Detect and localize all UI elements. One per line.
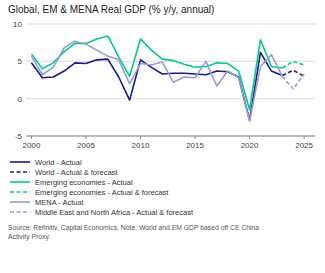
x-tick-label: 2020 [241, 141, 259, 150]
legend-swatch [10, 181, 30, 183]
chart: Global, EM & MENA Real GDP (% y/y, annua… [0, 0, 325, 273]
x-tick-label: 2025 [295, 141, 313, 150]
x-axis-line [26, 136, 315, 137]
legend-label: Middle East and North Africa - Actual & … [35, 208, 194, 217]
series-line [282, 74, 304, 89]
x-tick-label: 2000 [23, 141, 41, 150]
legend-label: Emerging economies - Actual & forecast [35, 188, 169, 197]
x-tick [31, 136, 32, 139]
series-line [282, 61, 304, 68]
y-tick-label: -5 [15, 132, 23, 141]
y-tick-label: 0 [18, 95, 23, 104]
grid-line [26, 24, 315, 25]
legend-swatch [10, 201, 30, 203]
source-note-line: Activity Proxy. [8, 233, 50, 241]
x-tick-label: 2015 [186, 141, 204, 150]
plot-area [31, 36, 304, 121]
legend-swatch [10, 191, 30, 193]
legend-label: MENA - Actual [35, 198, 84, 207]
legend-swatch [10, 161, 30, 163]
x-tick [195, 136, 196, 139]
series-line [31, 52, 282, 120]
x-tick [304, 136, 305, 139]
source-note-line: Source: Refinitiv, Capital Economics. No… [8, 224, 259, 232]
legend-swatch [10, 171, 30, 173]
legend-label: World - Actual [35, 158, 82, 167]
y-tick-label: 5 [18, 57, 23, 66]
y-axis: -5 0 5 10 [13, 20, 315, 141]
legend: World - ActualWorld - Actual & forecastE… [10, 158, 194, 217]
x-tick [249, 136, 250, 139]
legend-label: World - Actual & forecast [35, 168, 118, 177]
y-tick-label: 10 [13, 20, 22, 29]
grid-line [26, 98, 315, 99]
source-note: Source: Refinitiv, Capital Economics. No… [8, 224, 259, 241]
series-line [31, 41, 282, 121]
legend-swatch [10, 211, 30, 213]
series-line [282, 70, 304, 76]
x-tick [85, 136, 86, 139]
title: Global, EM & MENA Real GDP (% y/y, annua… [8, 4, 214, 15]
x-tick-label: 2010 [132, 141, 150, 150]
grid-line [26, 136, 315, 137]
x-tick [140, 136, 141, 139]
x-axis: 2000 2005 2010 2015 2020 2025 [23, 136, 315, 150]
legend-label: Emerging economies - Actual [35, 178, 133, 187]
x-tick-label: 2005 [77, 141, 95, 150]
